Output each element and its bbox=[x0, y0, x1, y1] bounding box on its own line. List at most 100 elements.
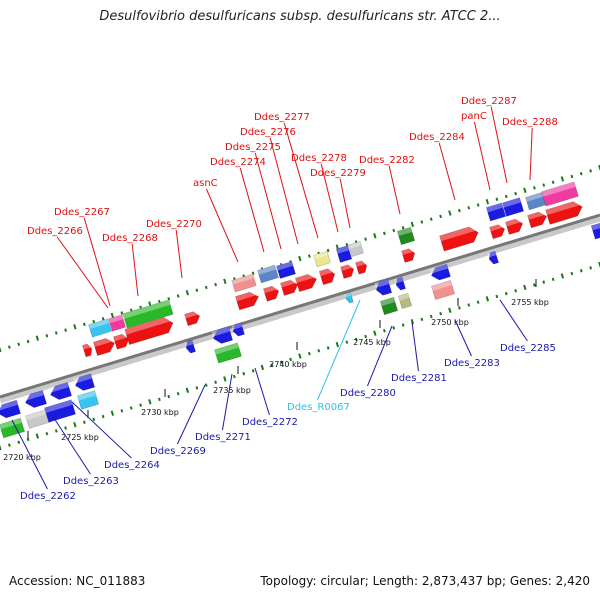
leader-line bbox=[83, 217, 111, 307]
tick-mark bbox=[195, 288, 199, 293]
gene-top-32 bbox=[590, 222, 600, 240]
tick-mark bbox=[467, 303, 471, 307]
gene-label-top: Ddes_2267 bbox=[54, 207, 110, 218]
gene-label-top: Ddes_2282 bbox=[359, 155, 415, 166]
backbone bbox=[0, 213, 600, 399]
leader-line bbox=[269, 137, 299, 245]
tick-mark bbox=[579, 268, 583, 273]
tick-mark bbox=[476, 300, 480, 304]
gene-bottom-9 bbox=[211, 326, 234, 344]
gene-label-top: Ddes_2266 bbox=[27, 226, 83, 237]
gene-shine bbox=[0, 418, 22, 430]
gene-top-16 bbox=[313, 250, 331, 268]
gene-top-30 bbox=[527, 210, 548, 229]
gene-shine bbox=[184, 310, 200, 319]
tick-mark bbox=[457, 306, 461, 310]
gene-body bbox=[355, 260, 368, 275]
gene-top-2 bbox=[113, 332, 130, 350]
gene-body bbox=[124, 317, 174, 346]
tick-mark bbox=[64, 426, 68, 430]
gene-shine bbox=[113, 332, 129, 342]
gene-top-4 bbox=[88, 318, 112, 338]
scale-label: 2750 kbp bbox=[431, 318, 469, 327]
tick-mark bbox=[392, 326, 396, 330]
gene-shine bbox=[23, 390, 44, 401]
leader-line bbox=[339, 178, 351, 229]
gene-label-bottom: Ddes_2263 bbox=[63, 476, 119, 487]
gene-shine bbox=[429, 264, 449, 274]
gene-labels: Ddes_2266 Ddes_2267 Ddes_2268 Ddes_2270 asnC… bbox=[20, 96, 558, 502]
gene-label-top: Ddes_2288 bbox=[502, 117, 558, 128]
gene-top-31 bbox=[545, 199, 583, 225]
tick-mark bbox=[92, 319, 96, 324]
gene-body bbox=[25, 409, 51, 429]
gene-top-17 bbox=[335, 245, 353, 263]
tick-mark bbox=[26, 339, 30, 344]
gene-label-top: Ddes_2270 bbox=[146, 219, 202, 230]
gene-label-bottom: Ddes_2280 bbox=[340, 388, 396, 399]
map-title: Desulfovibrio desulfuricans subsp. desul… bbox=[99, 9, 501, 24]
gene-body bbox=[263, 285, 280, 302]
leader-line bbox=[411, 321, 419, 372]
leader-line bbox=[320, 163, 339, 233]
gene-shine bbox=[380, 297, 396, 307]
gene-shine bbox=[502, 197, 522, 208]
tick-mark bbox=[364, 237, 368, 241]
scale-label: 2755 kbp bbox=[511, 298, 549, 307]
gene-body bbox=[379, 296, 399, 316]
gene-shine bbox=[108, 314, 124, 324]
tick-mark bbox=[364, 334, 368, 339]
gene-shine bbox=[257, 265, 277, 275]
gene-body bbox=[439, 226, 479, 252]
gene-shine bbox=[486, 202, 504, 213]
gene-label-bottom: Ddes_R0067 bbox=[287, 402, 350, 413]
tick-mark bbox=[345, 340, 349, 344]
gene-body bbox=[108, 314, 126, 332]
gene-bottom-18 bbox=[429, 263, 451, 281]
gene-bottom-2 bbox=[48, 382, 72, 400]
tick-mark bbox=[204, 285, 208, 290]
gene-shine bbox=[48, 382, 69, 393]
gene-body bbox=[313, 250, 331, 268]
gene-label-top: Ddes_2287 bbox=[461, 96, 517, 107]
gene-top-0 bbox=[82, 343, 93, 358]
tick-mark bbox=[214, 282, 218, 287]
tick-mark bbox=[495, 197, 499, 202]
gene-top-25 bbox=[501, 197, 525, 217]
gene-top-6 bbox=[122, 299, 174, 329]
gene-body bbox=[318, 268, 336, 286]
gene-shine bbox=[214, 342, 239, 355]
tick-mark bbox=[7, 345, 11, 349]
gene-shine bbox=[82, 343, 92, 350]
gene-top-10 bbox=[263, 284, 280, 302]
tick-mark bbox=[7, 443, 11, 447]
gene-shine bbox=[591, 222, 600, 231]
gene-bottom-7 bbox=[76, 390, 100, 410]
leader-line bbox=[529, 127, 533, 181]
leader-line bbox=[11, 419, 48, 490]
tick-mark bbox=[92, 417, 96, 422]
gene-body bbox=[235, 291, 259, 311]
gene-shine bbox=[88, 318, 110, 330]
gene-shine bbox=[340, 263, 354, 272]
tick-mark bbox=[185, 289, 190, 296]
gene-top-12 bbox=[295, 272, 317, 292]
tick-mark bbox=[373, 330, 377, 336]
gene-body bbox=[44, 399, 76, 423]
gene-shine bbox=[336, 245, 350, 254]
gene-body bbox=[231, 273, 257, 293]
tick-mark bbox=[176, 391, 180, 396]
tick-mark bbox=[317, 349, 321, 353]
leader-line bbox=[176, 384, 206, 445]
tick-mark bbox=[579, 171, 583, 176]
gene-bottom-8 bbox=[184, 339, 196, 354]
gene-label-top: Ddes_2268 bbox=[102, 233, 158, 244]
tick-mark bbox=[551, 277, 555, 282]
gene-shine bbox=[235, 290, 258, 302]
gene-top-11 bbox=[280, 278, 299, 296]
gene-bottom-17 bbox=[431, 280, 455, 300]
gene-body bbox=[88, 318, 112, 338]
gene-shine bbox=[374, 279, 390, 289]
gene-shine bbox=[122, 299, 171, 319]
